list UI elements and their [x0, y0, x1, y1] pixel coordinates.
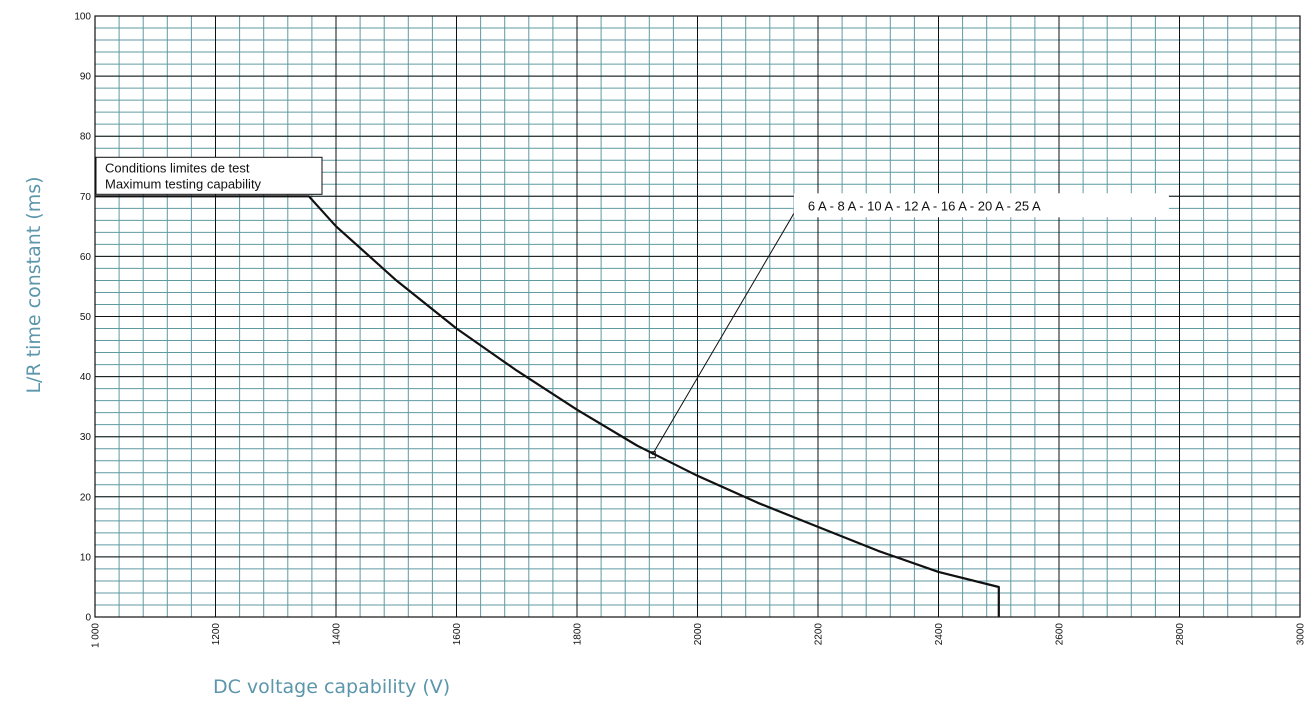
- annotation-max-testing-capability: Conditions limites de test Maximum testi…: [95, 156, 323, 195]
- y-tick-label: 30: [80, 432, 92, 443]
- annotation-pointer-line: [651, 208, 798, 455]
- y-tick-label: 40: [80, 372, 92, 383]
- annotation-current-ratings: 6 A - 8 A - 10 A - 12 A - 16 A - 20 A - …: [648, 193, 1169, 459]
- x-tick-label: 2400: [934, 623, 945, 646]
- x-tick-label: 1 000: [91, 623, 102, 648]
- y-tick-label: 50: [80, 312, 92, 323]
- annotation-pointer-marker: [648, 451, 656, 459]
- major-grid: [94, 15, 1301, 618]
- annotation-line-2: Maximum testing capability: [105, 176, 262, 191]
- y-tick-label: 80: [80, 132, 92, 143]
- annotation-text: 6 A - 8 A - 10 A - 12 A - 16 A - 20 A - …: [808, 198, 1041, 213]
- x-tick-label: 2200: [814, 623, 825, 646]
- y-tick-label: 100: [74, 12, 91, 23]
- annotation-box: [793, 193, 1169, 218]
- annotation-line-1: Conditions limites de test: [105, 160, 250, 175]
- annotation-box: [95, 156, 323, 195]
- x-tick-label: 1400: [332, 623, 343, 646]
- series-line: [95, 195, 1000, 617]
- x-tick-label: 3000: [1296, 623, 1306, 646]
- y-tick-label: 90: [80, 72, 92, 83]
- y-tick-label: 0: [85, 613, 91, 624]
- y-tick-label: 20: [80, 492, 92, 503]
- x-axis-title: DC voltage capability (V): [213, 676, 450, 698]
- x-tick-label: 2800: [1175, 623, 1186, 646]
- y-tick-label: 10: [80, 552, 92, 563]
- x-tick-label: 1600: [452, 623, 463, 646]
- x-tick-label: 2000: [693, 623, 704, 646]
- y-tick-label: 70: [80, 192, 92, 203]
- x-tick-label: 2600: [1055, 623, 1066, 646]
- y-tick-label: 60: [80, 252, 92, 263]
- plot-frame: [94, 15, 1301, 618]
- y-axis-title: L/R time constant (ms): [23, 176, 45, 393]
- x-tick-label: 1800: [573, 623, 584, 646]
- x-tick-labels: 1 000 1200 1400 1600 1800 2000 2200 2400 2600 280…: [91, 623, 1306, 648]
- y-tick-labels: 0 10 20 30 40 50 60 70 80 90 100: [74, 12, 91, 624]
- x-tick-label: 1200: [211, 623, 222, 646]
